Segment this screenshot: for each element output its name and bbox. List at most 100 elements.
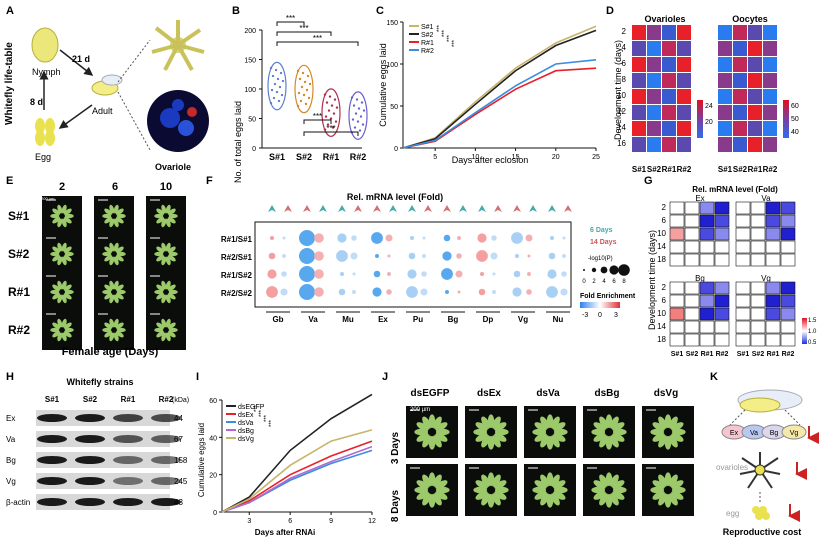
g-cell (765, 240, 781, 254)
d-cell (718, 73, 732, 88)
svg-text:3: 3 (614, 312, 618, 319)
f-star-icon (303, 205, 311, 212)
egg-label: Egg (35, 152, 51, 162)
b-point (323, 93, 327, 96)
b-point (273, 82, 277, 86)
j-oocyte (671, 480, 684, 490)
e-oocyte (115, 331, 124, 338)
g-cell (735, 320, 751, 334)
e-image (94, 272, 134, 312)
c-legend: S#1S#2R#1R#2************ (409, 24, 458, 55)
panel-e: E 2 6 10 S#1 S#2 R#1 R#2 200 µm Female age (… (6, 175, 186, 358)
panel-label-a: A (6, 5, 14, 17)
e-image (146, 234, 186, 274)
i-legend-label: dsEx (238, 412, 254, 419)
j-oocyte (491, 474, 501, 487)
i-legend-label: dsVa (238, 420, 254, 427)
j-oocyte (553, 432, 566, 442)
h-band (37, 435, 67, 443)
j-oocyte (612, 432, 625, 442)
j-oocyte (668, 416, 678, 429)
j-oocyte (494, 480, 507, 490)
g-cell (699, 240, 715, 254)
f-col-label: Va (308, 315, 318, 324)
e-oocyte (167, 293, 176, 300)
f-bubble (266, 286, 278, 298)
e-oocyte (104, 331, 113, 338)
f-row-label: R#1/S#1 (221, 235, 253, 244)
b-point (308, 82, 312, 86)
e-oocyte (165, 256, 171, 266)
b-point (272, 96, 276, 100)
e-image (94, 310, 134, 350)
i-legend-label: dsEGFP (238, 404, 265, 411)
i-series-line (221, 445, 373, 513)
e-image (146, 272, 186, 312)
d-col-label: R#1 (662, 165, 677, 174)
ovariole-diagram (151, 20, 205, 71)
b-point (270, 88, 274, 92)
d-cell (718, 57, 732, 72)
panel-label-e: E (6, 175, 13, 187)
b-point (302, 93, 306, 97)
j-oocyte (432, 474, 442, 487)
e-oocyte (167, 322, 176, 329)
b-point (280, 93, 284, 97)
j-oocyte (534, 480, 547, 490)
i-xtick-label: 6 (288, 518, 292, 525)
j-image (583, 464, 635, 516)
e-oocyte (161, 280, 167, 290)
e-oocyte (109, 318, 115, 328)
g-cell (735, 253, 751, 267)
f-bubble (282, 236, 286, 240)
e-oocyte (113, 256, 119, 266)
j-oocyte (599, 474, 609, 487)
d-cell (632, 105, 646, 120)
f-star-icon (284, 205, 292, 212)
j-oocyte (599, 435, 609, 448)
b-ytick-label: 0 (252, 146, 256, 153)
d-cell (677, 121, 691, 136)
b-point (355, 98, 359, 101)
e-oocyte (113, 218, 119, 228)
j-oocyte (435, 480, 448, 490)
j-oocyte (612, 490, 625, 500)
panel-label-h: H (6, 371, 14, 383)
b-point (357, 107, 361, 110)
f-bubble (267, 269, 277, 279)
b-point (296, 69, 300, 73)
j-oocyte (668, 474, 678, 487)
j-oocyte (652, 480, 665, 490)
e-oocyte (63, 322, 72, 329)
h-band (75, 435, 105, 443)
g-gene-title: Ex (695, 194, 704, 203)
f-bubble (562, 254, 566, 258)
k-caption: Reproductive cost (723, 527, 802, 537)
c-legend-label: R#2 (421, 48, 434, 55)
j-oocyte (668, 435, 678, 448)
j-image (524, 464, 576, 516)
f-bubble (299, 284, 315, 300)
c-sig-label: *** (442, 29, 448, 37)
e-oocyte (52, 331, 61, 338)
j-oocyte (609, 435, 619, 448)
d-cell (662, 105, 676, 120)
j-oocyte (475, 490, 488, 500)
g-cell (669, 201, 685, 215)
j-oocyte (658, 493, 668, 506)
g-cell (669, 307, 685, 321)
g-row-label: 18 (657, 335, 666, 344)
d-cell (718, 25, 732, 40)
g-row-label: 10 (657, 229, 666, 238)
panel-b: B No. of total eggs laid 0 50 100 150 200 S#… (232, 5, 368, 183)
d-cell (733, 57, 747, 72)
b-point (331, 126, 335, 129)
f-bubble (420, 288, 428, 296)
h-band (113, 498, 143, 506)
c-xtick-label: 10 (471, 154, 479, 161)
panel-label-c: C (376, 5, 384, 17)
b-point (358, 129, 362, 132)
g-cell (780, 227, 796, 241)
panel-label-d: D (606, 5, 614, 17)
i-sig-label: *** (264, 414, 270, 422)
